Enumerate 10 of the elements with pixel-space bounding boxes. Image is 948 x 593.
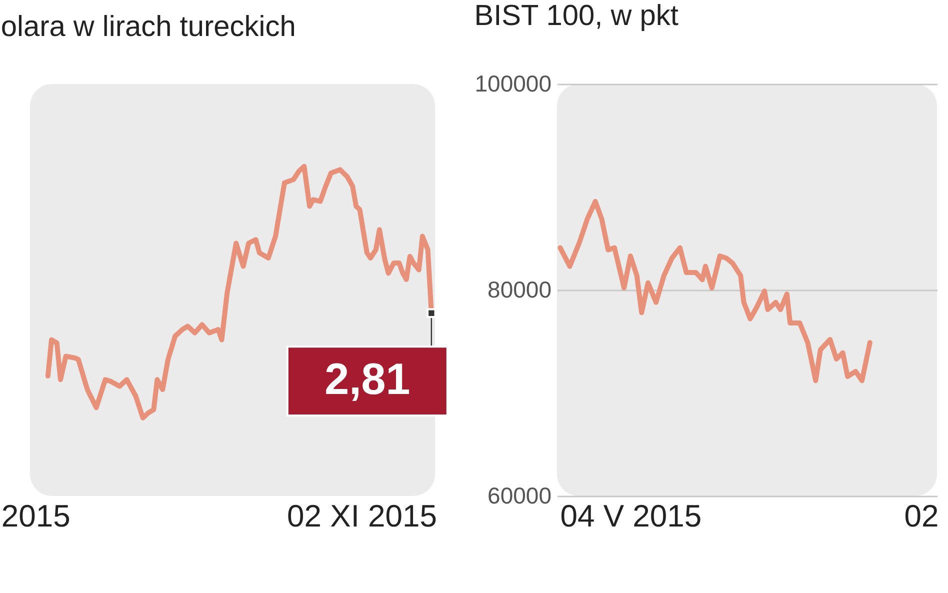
- y-tick-label: 80000: [488, 276, 552, 302]
- x-tick-label: 2015: [1, 498, 70, 534]
- annotation: 2,81: [324, 355, 410, 404]
- x-tick-label: 04 V 2015: [560, 498, 702, 534]
- x-tick-label: 02: [904, 498, 939, 534]
- chart-title: BIST 100, w pkt: [474, 0, 678, 32]
- chart-title: olara w lirach tureckich: [0, 11, 296, 43]
- y-tick-label: 100000: [474, 70, 552, 96]
- y-tick-label: 60000: [488, 482, 552, 508]
- x-tick-label: 02 XI 2015: [287, 498, 438, 534]
